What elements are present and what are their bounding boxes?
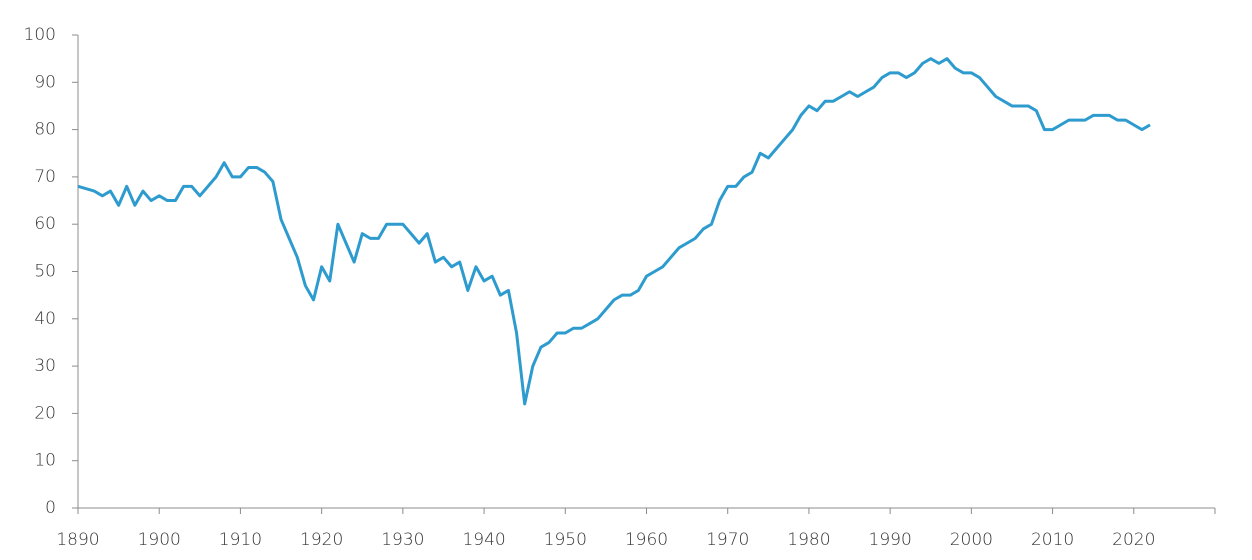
- x-tick-label: 1990: [869, 530, 912, 550]
- x-tick-label: 1920: [300, 530, 343, 550]
- y-tick-label: 50: [34, 262, 56, 282]
- data-line: [77, 57, 1151, 406]
- x-tick-label: 1890: [56, 530, 99, 550]
- x-tick-label: 2010: [1031, 530, 1074, 550]
- y-tick-label: 0: [45, 498, 56, 518]
- y-tick-label: 100: [24, 25, 56, 45]
- x-tick-label: 1980: [787, 530, 830, 550]
- x-tick-label: 1930: [381, 530, 424, 550]
- y-tick-label: 30: [34, 356, 56, 376]
- x-tick-label: 1950: [544, 530, 587, 550]
- y-tick-label: 90: [34, 72, 56, 92]
- x-tick-label: 1970: [706, 530, 749, 550]
- x-tick-label: 1900: [138, 530, 181, 550]
- x-tick-label: 2000: [950, 530, 993, 550]
- y-tick-label: 10: [34, 451, 56, 471]
- x-tick-label: 2020: [1112, 530, 1155, 550]
- y-tick-label: 70: [34, 167, 56, 187]
- x-tick-label: 1960: [625, 530, 668, 550]
- y-tick-label: 80: [34, 120, 56, 140]
- y-tick-label: 40: [34, 309, 56, 329]
- y-tick-label: 60: [34, 214, 56, 234]
- x-tick-label: 1940: [462, 530, 505, 550]
- y-tick-label: 20: [34, 403, 56, 423]
- x-tick-label: 1910: [219, 530, 262, 550]
